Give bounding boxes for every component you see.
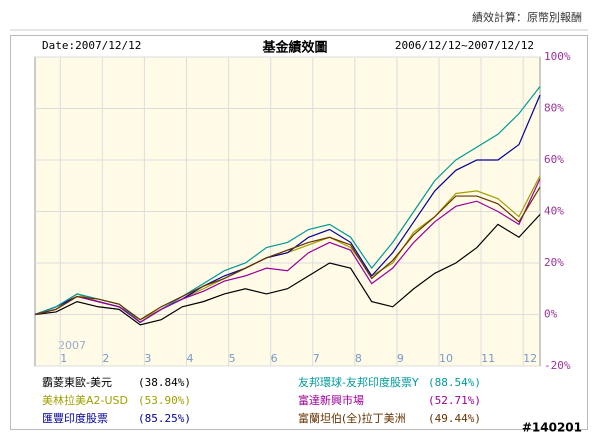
calculation-note: 績效計算：原幣別報酬 xyxy=(472,10,582,24)
x-tick-label: 11 xyxy=(481,352,495,365)
x-tick-label: 9 xyxy=(397,352,404,365)
chart-title: 基金績效圖 xyxy=(261,40,327,56)
x-tick-label: 4 xyxy=(187,352,194,365)
x-tick-label: 6 xyxy=(271,352,278,365)
x-tick-label: 3 xyxy=(144,352,151,365)
legend-return: (49.44%) xyxy=(428,412,481,425)
date-label: Date:2007/12/12 xyxy=(42,39,141,52)
x-tick-label: 1 xyxy=(60,352,67,365)
x-tick-label: 5 xyxy=(229,352,236,365)
legend-return: (88.54%) xyxy=(428,376,481,389)
watermark: #140201 xyxy=(522,421,582,435)
y-tick-label: 40% xyxy=(544,205,564,218)
legend-return: (53.90%) xyxy=(138,394,191,407)
legend-name: 富達新興市場 xyxy=(298,393,364,407)
legend-name: 美林拉美A2-USD xyxy=(42,393,128,407)
series-line xyxy=(34,214,541,326)
x-tick-label: 10 xyxy=(439,352,453,365)
x-tick-label: 2 xyxy=(102,352,109,365)
y-tick-label: 20% xyxy=(544,256,564,269)
y-tick-label: 80% xyxy=(544,102,564,115)
legend-name: 匯豐印度股票 xyxy=(42,411,108,425)
year-label: 2007 xyxy=(58,339,86,352)
period-label: 2006/12/12~2007/12/12 xyxy=(395,39,534,52)
y-tick-label: 100% xyxy=(544,50,571,63)
legend-name: 霸菱東歐-美元 xyxy=(42,375,112,389)
legend-name: 富蘭坦伯(全)拉丁美洲 xyxy=(298,411,406,425)
y-tick-label: 60% xyxy=(544,153,564,166)
series-line xyxy=(34,178,541,323)
x-tick-label: 7 xyxy=(313,352,320,365)
x-tick-label: 8 xyxy=(355,352,362,365)
y-tick-label: 0% xyxy=(544,308,558,321)
legend-return: (85.25%) xyxy=(138,412,191,425)
x-tick-label: 12 xyxy=(523,352,537,365)
legend-name: 友邦環球-友邦印度股票Y xyxy=(298,375,419,389)
y-tick-label: -20% xyxy=(544,359,571,372)
legend-return: (52.71%) xyxy=(428,394,481,407)
series-line xyxy=(34,186,541,321)
legend-return: (38.84%) xyxy=(138,376,191,389)
frame xyxy=(10,35,588,430)
